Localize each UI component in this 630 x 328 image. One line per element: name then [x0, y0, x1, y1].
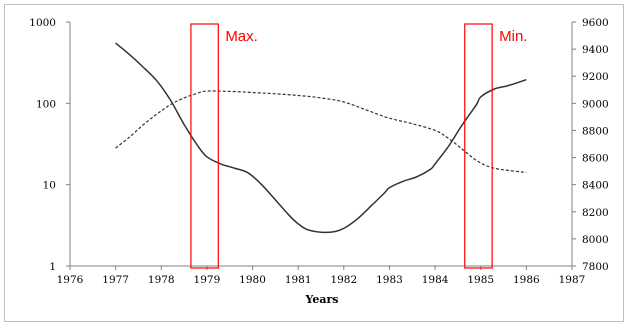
y-right-tick-label: 8000: [582, 234, 609, 246]
x-tick-label: 1979: [194, 274, 221, 286]
x-tick-label: 1983: [376, 274, 403, 286]
annotation-group: Max. Min.: [190, 23, 527, 269]
y-right-tick-label: 8400: [582, 180, 609, 192]
y-right-tick-label: 9000: [582, 98, 609, 110]
x-tick-label: 1976: [57, 274, 84, 286]
annotation-box: [464, 23, 493, 269]
x-tick-label: 1977: [102, 274, 129, 286]
tick-group: 1976 1977 1978 1979 1980 1981 1982 1983 1984 1985…: [29, 17, 608, 286]
x-tick-label: 1978: [148, 274, 175, 286]
annotation-box: [190, 23, 219, 269]
x-tick-label: 1987: [559, 274, 586, 286]
y-right-tick-label: 9400: [582, 44, 609, 56]
annotation-label: Max.: [225, 28, 258, 45]
x-axis-label: Years: [304, 293, 338, 306]
y-left-tick-label: 100: [36, 98, 56, 110]
x-tick-label: 1986: [513, 274, 540, 286]
annotation-label: Min.: [499, 28, 527, 45]
y-right-tick-label: 7800: [582, 261, 609, 273]
y-right-tick-label: 9600: [582, 17, 609, 29]
x-tick-label: 1981: [285, 274, 312, 286]
y-left-tick-label: 10: [43, 180, 56, 192]
y-right-tick-label: 8200: [582, 207, 609, 219]
x-tick-label: 1982: [330, 274, 357, 286]
y-left-tick-label: 1: [49, 261, 56, 273]
y-right-tick-label: 8600: [582, 153, 609, 165]
y-right-tick-label: 9200: [582, 71, 609, 83]
axes: [69, 22, 573, 267]
y-left-tick-label: 1000: [29, 17, 56, 29]
y-right-tick-label: 8800: [582, 125, 609, 137]
x-tick-label: 1980: [239, 274, 266, 286]
x-tick-label: 1984: [422, 274, 449, 286]
dashed-series-line: [115, 90, 527, 174]
x-tick-label: 1985: [467, 274, 494, 286]
chart-frame: [4, 4, 624, 322]
